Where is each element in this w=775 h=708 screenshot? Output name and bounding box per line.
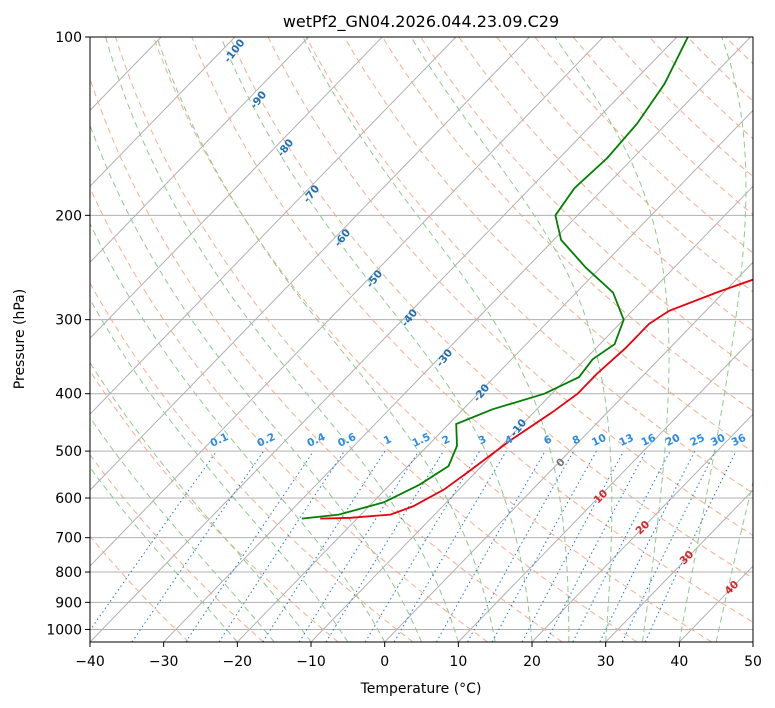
mixing-ratio-label: 8 <box>571 433 583 447</box>
y-tick-label: 600 <box>55 491 82 507</box>
mixing-ratio-label: 2 <box>440 433 452 447</box>
dry-adiabat-line <box>90 77 563 642</box>
isotherm-line <box>457 337 753 642</box>
temperature-profile-line <box>320 278 753 520</box>
mixing-ratio-label: 13 <box>617 432 635 449</box>
dry-adiabat-line <box>90 186 488 642</box>
mixing-ratio-label: 10 <box>590 432 608 449</box>
mixing-ratio-line <box>599 450 696 642</box>
moist-adiabat-line <box>90 416 275 642</box>
mixing-ratio-line <box>131 450 265 642</box>
mixing-ratio-line <box>364 450 481 642</box>
mixing-ratio-line <box>262 450 386 642</box>
x-axis-label: Temperature (°C) <box>360 681 482 697</box>
x-tick-label: 10 <box>449 654 467 670</box>
x-tick-label: 50 <box>744 654 762 670</box>
x-axis: −40 −30 −20 −10 0 10 20 30 40 50 <box>75 642 762 670</box>
dry-adiabat-line <box>90 454 264 642</box>
moist-adiabat-line <box>410 37 613 642</box>
mixing-ratio-line <box>621 450 716 642</box>
y-tick-label: 200 <box>55 208 82 224</box>
x-tick-label: 20 <box>523 654 541 670</box>
background-lines <box>90 37 753 642</box>
x-tick-label: −40 <box>75 654 105 670</box>
moist-adiabat-line <box>715 480 753 642</box>
x-tick-label: −30 <box>149 654 179 670</box>
mixing-ratio-line <box>298 450 420 642</box>
isotherm-line <box>163 37 751 642</box>
mixing-ratio-label: 3 <box>477 433 489 447</box>
dry-adiabat-line <box>191 37 753 623</box>
isotherm-line <box>90 37 236 188</box>
x-tick-label: −10 <box>296 654 326 670</box>
y-axis: 1000 900 800 700 600 500 400 300 200 100 <box>46 30 90 638</box>
moist-adiabat-line <box>105 37 459 642</box>
isotherm-line <box>90 37 309 263</box>
plot-frame <box>89 36 754 643</box>
isotherm-line <box>310 185 753 642</box>
y-tick-label: 400 <box>55 387 82 403</box>
y-tick-label: 700 <box>55 531 82 547</box>
mixing-ratio-line <box>644 450 737 642</box>
y-tick-label: 500 <box>55 444 82 460</box>
y-axis-label: Pressure (hPa) <box>12 289 28 389</box>
mixing-ratio-label: 4 <box>503 433 515 447</box>
dry-adiabat-line <box>115 37 638 642</box>
dewpoint-profile-line <box>301 37 689 520</box>
chart-title: wetPf2_GN04.2026.044.23.09.C29 <box>283 12 559 32</box>
mixing-ratio-label: 16 <box>639 432 657 449</box>
moist-adiabat-line <box>678 37 747 642</box>
mixing-ratio-line <box>185 450 314 642</box>
moist-adiabat-line <box>90 466 238 642</box>
moist-adiabat-line <box>554 37 670 642</box>
x-tick-label: 40 <box>670 654 688 670</box>
moist-adiabat-line <box>90 361 312 642</box>
moist-adiabat-line <box>302 37 570 642</box>
dry-adiabat-line <box>496 37 753 293</box>
y-tick-label: 100 <box>55 30 82 46</box>
sounding-profiles <box>301 37 753 520</box>
mixing-ratio-line <box>491 450 597 642</box>
isotherm-line <box>531 413 753 642</box>
isotherm-line <box>90 37 457 415</box>
mixing-ratio-label: 30 <box>709 432 727 449</box>
mixing-ratio-label: 1 <box>382 433 394 447</box>
mixing-ratio-line <box>325 450 444 642</box>
x-tick-label: 30 <box>597 654 615 670</box>
mixing-ratio-line <box>393 450 507 642</box>
mixing-ratio-line <box>90 450 218 632</box>
mixing-ratio-label: 6 <box>542 433 554 447</box>
x-tick-label: −20 <box>223 654 253 670</box>
isotherm-line <box>90 37 604 567</box>
mixing-ratio-line <box>521 450 625 642</box>
mixing-ratio-label: 25 <box>688 432 706 449</box>
mixing-ratio-label: 36 <box>730 432 748 449</box>
isotherm-line <box>236 109 753 642</box>
isotherm-line <box>90 37 383 339</box>
y-tick-label: 900 <box>55 595 82 611</box>
moist-adiabat-line <box>90 298 349 642</box>
axes: −40 −30 −20 −10 0 10 20 30 40 50 1000 900 800 700 600 5… <box>46 30 762 670</box>
mixing-ratio-label: 20 <box>664 432 682 449</box>
isotherm-line <box>90 37 530 491</box>
moist-adiabat-line <box>220 37 533 642</box>
y-tick-label: 1000 <box>46 622 82 638</box>
y-tick-label: 800 <box>55 565 82 581</box>
plot-area <box>90 37 753 642</box>
y-tick-label: 300 <box>55 313 82 329</box>
mixing-ratio-line <box>218 450 345 642</box>
isotherm-line <box>384 261 753 642</box>
dry-adiabat-line <box>90 281 414 642</box>
moist-adiabat-line <box>156 37 496 642</box>
moist-adiabat-line <box>90 124 422 642</box>
x-tick-label: 0 <box>380 654 389 670</box>
moist-adiabat-line <box>90 222 386 642</box>
isotherm-line <box>605 489 753 642</box>
